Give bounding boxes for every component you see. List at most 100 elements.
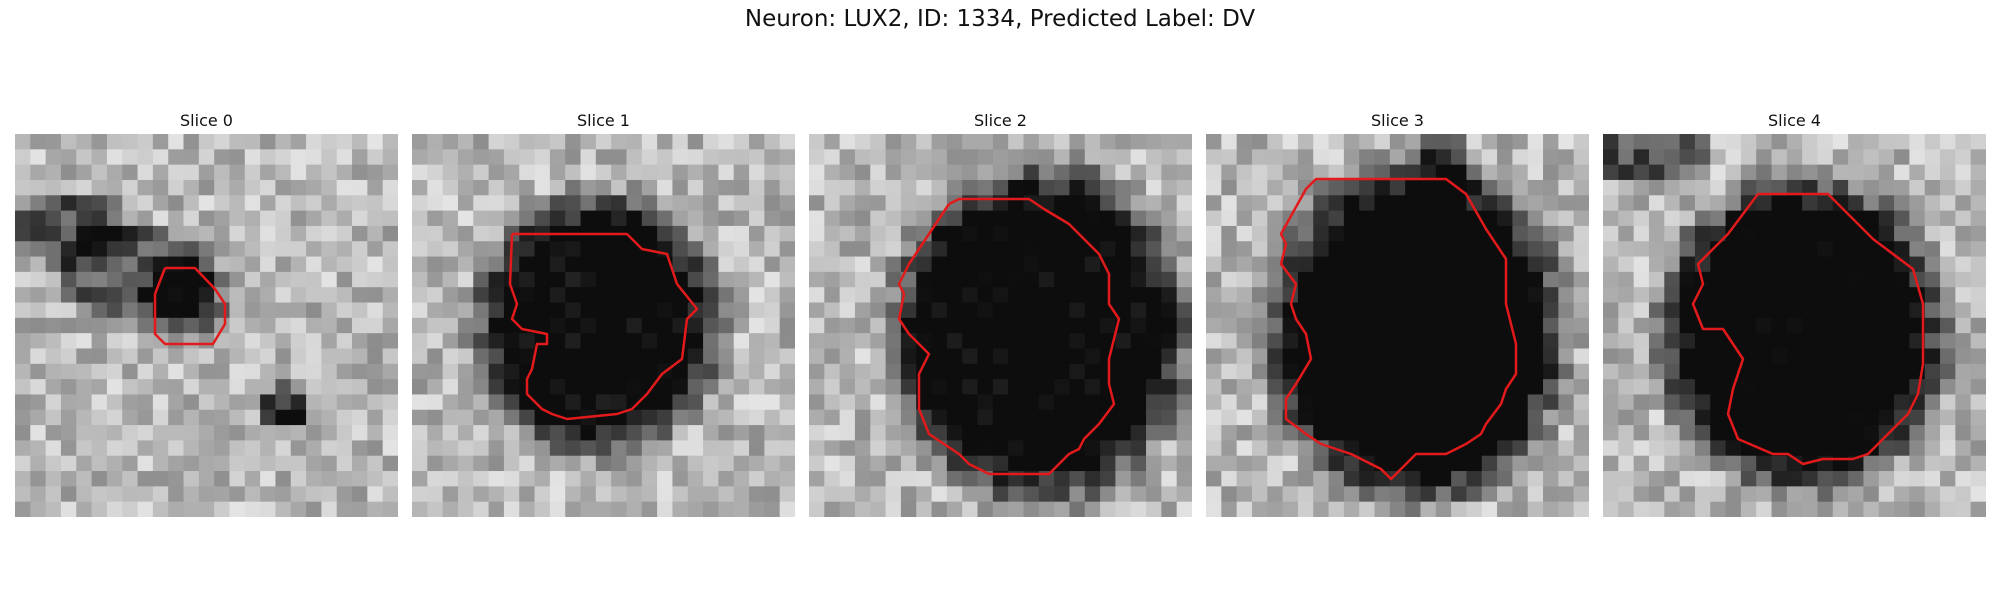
pixel [824, 440, 841, 457]
pixel [1802, 241, 1819, 258]
pixel [1420, 241, 1437, 258]
pixel [839, 379, 856, 396]
pixel [672, 455, 689, 472]
pixel [60, 455, 77, 472]
pixel [1176, 271, 1192, 288]
pixel [1251, 195, 1268, 212]
pixel [336, 149, 353, 166]
pixel [1084, 363, 1101, 380]
pixel [1115, 134, 1132, 150]
pixel [672, 302, 689, 319]
pixel [229, 501, 246, 517]
pixel [1313, 363, 1330, 380]
pixel [1054, 179, 1071, 196]
pixel [641, 440, 658, 457]
pixel [290, 256, 307, 273]
pixel [1573, 287, 1589, 304]
pixel [1527, 348, 1544, 365]
pixel [749, 348, 765, 365]
pixel [1130, 486, 1147, 503]
pixel [137, 179, 154, 196]
pixel [137, 348, 154, 365]
pixel [1405, 471, 1422, 487]
pixel [45, 164, 62, 181]
pixel [1940, 425, 1956, 441]
pixel [214, 256, 231, 273]
pixel [1023, 287, 1040, 304]
pixel [1618, 149, 1635, 166]
pixel [503, 195, 520, 212]
pixel [1573, 409, 1589, 426]
pixel [611, 271, 628, 288]
pixel [641, 210, 658, 227]
pixel [1206, 486, 1222, 503]
slice-panel-1: Slice 1 [412, 108, 795, 517]
pixel [703, 225, 719, 242]
pixel [733, 149, 750, 166]
pixel [198, 134, 215, 150]
pixel [1664, 440, 1681, 457]
pixel [137, 471, 154, 487]
pixel [1802, 379, 1819, 396]
pixel [1618, 379, 1635, 396]
pixel [1664, 195, 1681, 212]
pixel [1023, 501, 1040, 517]
pixel [1359, 149, 1376, 166]
pixel [137, 164, 154, 181]
pixel [137, 195, 154, 212]
pixel [1894, 164, 1910, 181]
pixel [306, 195, 322, 212]
pixel [1297, 333, 1314, 350]
pixel [1466, 271, 1483, 288]
pixel [229, 134, 246, 150]
pixel [1848, 348, 1865, 365]
pixel [1603, 149, 1619, 166]
pixel [1618, 317, 1635, 334]
pixel [962, 302, 979, 319]
pixel [687, 440, 704, 457]
pixel [1146, 317, 1162, 334]
pixel [1451, 409, 1468, 426]
pixel [1955, 179, 1972, 196]
pixel [1664, 455, 1681, 472]
pixel [1466, 149, 1483, 166]
pixel [534, 241, 551, 258]
pixel [427, 241, 444, 258]
pixel [91, 164, 108, 181]
pixel [1802, 225, 1819, 242]
pixel [870, 164, 887, 181]
pixel [442, 501, 459, 517]
pixel [839, 271, 856, 288]
pixel [1236, 287, 1253, 304]
pixel [1679, 149, 1696, 166]
pixel [152, 425, 169, 441]
pixel [657, 164, 674, 181]
pixel [1328, 225, 1345, 242]
pixel [1648, 394, 1665, 411]
pixel [1069, 501, 1086, 517]
pixel [946, 149, 963, 166]
pixel [1832, 134, 1849, 150]
pixel [1573, 225, 1589, 242]
pixel [1497, 210, 1513, 227]
pixel [1970, 210, 1986, 227]
pixel [565, 164, 582, 181]
pixel [839, 394, 856, 411]
pixel [1603, 271, 1619, 288]
pixel [1740, 394, 1757, 411]
pixel [1603, 241, 1619, 258]
pixel [1236, 317, 1253, 334]
pixel [931, 348, 948, 365]
pixel [1573, 501, 1589, 517]
pixel [1955, 195, 1972, 212]
pixel [1894, 363, 1910, 380]
pixel [137, 271, 154, 288]
pixel [60, 425, 77, 441]
pixel [488, 394, 505, 411]
pixel [854, 256, 871, 273]
pixel [229, 256, 246, 273]
pixel [1863, 471, 1880, 487]
pixel [1558, 149, 1575, 166]
pixel [1848, 256, 1865, 273]
pixel [885, 501, 902, 517]
